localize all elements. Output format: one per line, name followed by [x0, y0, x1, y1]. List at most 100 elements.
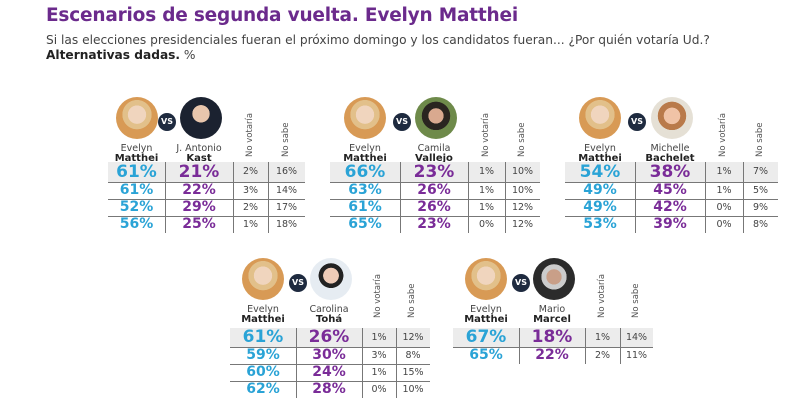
subtitle: Si las elecciones presidenciales fueran …	[46, 33, 710, 63]
no-sabe-pct: 5%	[752, 185, 769, 196]
first-name: Evelyn	[247, 304, 279, 315]
col-divider	[705, 162, 706, 233]
opponent-pct: 26%	[308, 327, 350, 347]
candidate-photo-matthei	[115, 97, 158, 139]
candidate-photo-opponent	[651, 97, 693, 139]
last-name: Vallejo	[415, 153, 453, 164]
row-divider	[565, 182, 778, 183]
no-sabe-pct: 8%	[752, 219, 769, 230]
candidate-name-a: Evelyn Matthei	[453, 305, 519, 325]
col-header-no-sabe: No sabe	[516, 122, 527, 157]
first-name: Camila	[417, 143, 451, 154]
row-divider	[108, 182, 305, 183]
opponent-pct: 18%	[531, 327, 573, 347]
col-divider	[296, 328, 297, 398]
candidate-photo-matthei	[465, 258, 507, 300]
opponent-pct: 25%	[182, 216, 216, 232]
no-votaria-pct: 2%	[242, 202, 259, 213]
first-name: Evelyn	[120, 143, 153, 154]
matthei-pct: 67%	[465, 327, 507, 347]
matthei-pct: 61%	[348, 199, 382, 215]
col-header-no-sabe: No sabe	[407, 283, 417, 318]
matthei-pct: 61%	[242, 327, 284, 347]
no-votaria-pct: 1%	[478, 185, 495, 196]
col-divider	[268, 162, 269, 233]
no-votaria-pct: 0%	[478, 219, 495, 230]
opponent-pct: 26%	[417, 182, 451, 198]
no-votaria-pct: 1%	[242, 219, 259, 230]
opponent-pct: 45%	[653, 182, 687, 198]
matthei-pct: 62%	[246, 381, 280, 397]
no-votaria-pct: 2%	[594, 350, 611, 361]
first-name: Mario	[538, 304, 566, 315]
latest-row-bg	[330, 162, 540, 182]
no-votaria-pct: 0%	[371, 384, 387, 395]
opponent-pct: 23%	[413, 162, 455, 182]
candidate-name-b: Mario Marcel	[519, 305, 585, 325]
row-divider	[108, 199, 305, 200]
first-name: Michelle	[650, 143, 690, 154]
no-votaria-pct: 1%	[371, 367, 387, 378]
candidate-name-b: Camila Vallejo	[400, 144, 468, 164]
first-name: J. Antonio	[176, 143, 222, 154]
no-votaria-pct: 0%	[716, 219, 732, 230]
opponent-pct: 23%	[417, 216, 451, 232]
candidate-name-b: J. Antonio Kast	[165, 144, 233, 164]
no-votaria-pct: 3%	[371, 350, 387, 361]
col-header-no-votaria: No votaría	[480, 112, 491, 157]
col-divider	[505, 162, 506, 233]
first-name: Carolina	[309, 304, 349, 315]
candidate-name-a: Evelyn Matthei	[565, 144, 635, 164]
last-name: Matthei	[464, 314, 508, 325]
last-name: Marcel	[533, 314, 571, 325]
col-header-no-votaria: No votaría	[373, 273, 383, 318]
latest-row-bg	[453, 328, 653, 347]
opponent-pct: 39%	[653, 216, 687, 232]
last-name: Kast	[186, 153, 212, 164]
col-divider	[585, 328, 586, 364]
matthei-pct: 59%	[246, 347, 280, 363]
row-divider	[230, 347, 430, 348]
col-divider	[743, 162, 744, 233]
last-name: Matthei	[578, 153, 622, 164]
no-sabe-pct: 14%	[625, 332, 648, 343]
matthei-pct: 61%	[116, 162, 157, 182]
col-header-no-sabe: No sabe	[280, 122, 291, 157]
col-divider	[519, 328, 520, 364]
matthei-pct: 54%	[579, 162, 621, 182]
no-sabe-pct: 11%	[625, 350, 648, 361]
col-divider	[362, 328, 363, 398]
no-sabe-pct: 10%	[511, 166, 534, 177]
matthei-pct: 63%	[348, 182, 382, 198]
matthei-pct: 49%	[583, 199, 617, 215]
col-header-no-sabe: No sabe	[754, 122, 765, 157]
question-text: Si las elecciones presidenciales fueran …	[46, 33, 710, 47]
col-header-no-votaria: No votaría	[718, 112, 728, 157]
candidate-photo-opponent	[310, 258, 352, 300]
matthei-pct: 60%	[246, 364, 280, 380]
col-divider	[396, 328, 397, 398]
vs-badge: VS	[393, 113, 411, 131]
opponent-pct: 22%	[182, 182, 216, 198]
no-votaria-pct: 1%	[371, 332, 387, 343]
no-votaria-pct: 1%	[478, 202, 495, 213]
col-divider	[165, 162, 166, 233]
no-sabe-pct: 12%	[511, 219, 534, 230]
row-divider	[330, 216, 540, 217]
note-bold: Alternativas dadas.	[46, 48, 181, 62]
candidate-photo-matthei	[579, 97, 621, 139]
row-divider	[230, 364, 430, 365]
matthei-pct: 66%	[344, 162, 386, 182]
col-divider	[400, 162, 401, 233]
no-votaria-pct: 0%	[716, 202, 732, 213]
no-votaria-pct: 1%	[716, 185, 732, 196]
candidate-name-b: Michelle Bachelet	[635, 144, 705, 164]
no-sabe-pct: 18%	[275, 219, 298, 230]
vs-badge: VS	[512, 274, 530, 292]
no-sabe-pct: 12%	[511, 202, 534, 213]
opponent-pct: 21%	[178, 162, 220, 182]
matthei-pct: 65%	[469, 347, 503, 363]
note-unit: %	[180, 48, 196, 62]
no-sabe-pct: 10%	[402, 384, 424, 395]
